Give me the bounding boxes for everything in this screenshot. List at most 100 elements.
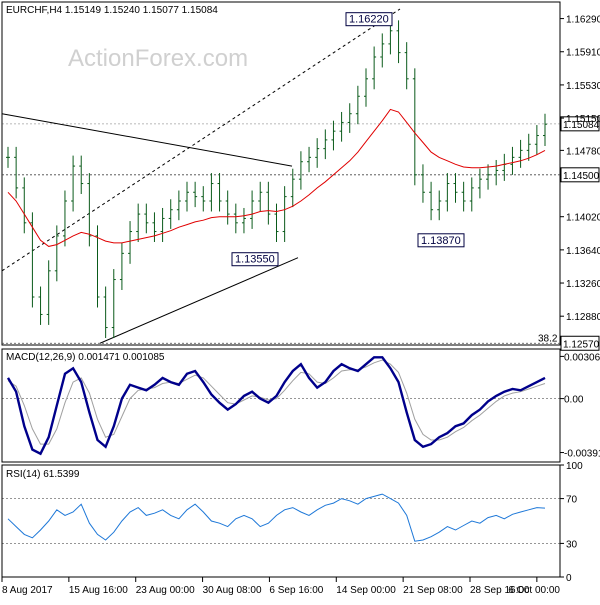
price-bar: [372, 47, 376, 90]
macd-title: MACD(12,26,9) 0.001471 0.001085: [6, 352, 165, 363]
time-tick-label: 23 Aug 00:00: [136, 585, 195, 596]
macd-y-tick-label: 0.003063: [564, 352, 600, 363]
price-bar: [535, 125, 539, 155]
macd-lines: [8, 357, 545, 453]
price-bar: [161, 208, 165, 242]
price-y-tick-label: 1.13640: [566, 246, 600, 257]
price-bar: [331, 121, 335, 151]
price-annotation-label: 1.16220: [349, 14, 389, 26]
price-bar: [169, 199, 173, 229]
price-bar: [87, 173, 91, 246]
price-bar: [397, 20, 401, 63]
price-annotations: 1.16220 1.13870 1.13550: [232, 13, 464, 266]
macd-panel: MACD(12,26,9) 0.001471 0.001085 0.003063…: [2, 349, 600, 462]
price-bar: [356, 86, 360, 124]
price-bar: [340, 112, 344, 142]
price-bar: [71, 156, 75, 212]
price-bar: [144, 204, 148, 234]
price-bar: [429, 182, 433, 220]
price-bar: [283, 186, 287, 242]
price-bar: [275, 204, 279, 242]
price-bar: [445, 173, 449, 211]
falling-trendline: [2, 114, 292, 166]
price-bar: [486, 164, 490, 189]
rsi-panel-frame: [2, 465, 560, 577]
time-tick-label: 6 Oct 00:00: [508, 585, 560, 596]
rsi-panel: RSI(14) 61.5399 100 70 30 0: [2, 461, 583, 584]
price-y-tick-label: 1.14780: [566, 146, 600, 157]
price-y-tick-label: 1.15530: [566, 81, 600, 92]
price-bar: [226, 191, 230, 225]
price-bar: [266, 182, 270, 225]
time-axis: 8 Aug 2017 15 Aug 16:00 23 Aug 00:00 30 Aug…: [2, 577, 560, 596]
price-bar: [462, 182, 466, 212]
rsi-y-tick-label: 100: [566, 461, 583, 472]
time-tick-label: 30 Aug 08:00: [203, 585, 262, 596]
price-bar: [519, 140, 523, 168]
price-bar: [315, 138, 319, 168]
price-y-tick-label: 1.12880: [566, 312, 600, 323]
price-bar: [128, 221, 132, 264]
price-bar: [104, 287, 108, 338]
price-bar: [242, 208, 246, 233]
macd-y-axis: 0.003063 0.00 -0.003914: [560, 352, 600, 459]
level-price-label: 1.12570: [563, 339, 600, 350]
price-bar: [177, 191, 181, 221]
price-bar: [470, 177, 474, 211]
price-bar: [502, 154, 506, 181]
price-bar: [201, 186, 205, 211]
macd-y-tick-label: 0.00: [564, 395, 584, 406]
price-annotation-label: 1.13870: [421, 235, 461, 247]
rising-channel-support: [100, 258, 298, 344]
price-bar: [323, 129, 327, 159]
price-bar: [543, 114, 547, 146]
time-tick-label: 6 Sep 16:00: [269, 585, 323, 596]
price-bar: [478, 169, 482, 199]
price-bar: [209, 173, 213, 211]
price-bar: [299, 151, 303, 189]
price-bar: [405, 42, 409, 89]
rsi-lines: [8, 494, 545, 541]
price-y-tick-label: 1.16290: [566, 15, 600, 26]
rsi-grid: [2, 499, 560, 544]
watermark: ActionForex.com: [68, 45, 248, 72]
price-bar: [39, 287, 43, 325]
price-bar: [47, 260, 51, 325]
price-bar: [348, 103, 352, 133]
time-tick-label: 8 Aug 2017: [2, 585, 53, 596]
price-bar: [494, 160, 498, 185]
price-bar: [437, 191, 441, 221]
price-y-tick-label: 1.14020: [566, 213, 600, 224]
macd-y-tick-label: -0.003914: [564, 449, 600, 460]
price-bar: [454, 173, 458, 203]
price-bar: [234, 204, 238, 234]
symbol-info: EURCHF,H4 1.15149 1.15240 1.15077 1.1508…: [6, 5, 218, 16]
price-bar: [152, 212, 156, 242]
price-bar: [22, 177, 26, 233]
rsi-series: [8, 494, 545, 541]
rsi-y-tick-label: 0: [566, 573, 572, 584]
price-bar: [185, 182, 189, 212]
price-bar: [307, 147, 311, 172]
time-tick-label: 15 Aug 16:00: [69, 585, 128, 596]
price-bar: [510, 147, 514, 175]
rsi-title: RSI(14) 61.5399: [6, 469, 80, 480]
price-y-tick-label: 1.13260: [566, 279, 600, 290]
price-panel: EURCHF,H4 1.15149 1.15240 1.15077 1.1508…: [2, 2, 600, 350]
price-bar: [250, 191, 254, 229]
rsi-y-tick-label: 70: [566, 495, 578, 506]
macd-series: [8, 357, 545, 453]
price-bar: [258, 182, 262, 212]
price-bar: [193, 182, 197, 207]
price-bar: [112, 269, 116, 338]
price-bar: [421, 164, 425, 202]
price-y-tick-label: 1.15150: [566, 114, 600, 125]
level-price-label: 1.14500: [563, 171, 600, 182]
price-bar: [6, 147, 10, 168]
macd-signal-series: [8, 360, 545, 444]
time-tick-label: 14 Sep 00:00: [336, 585, 396, 596]
price-bar: [380, 33, 384, 67]
price-annotation-label: 1.13550: [235, 254, 275, 266]
